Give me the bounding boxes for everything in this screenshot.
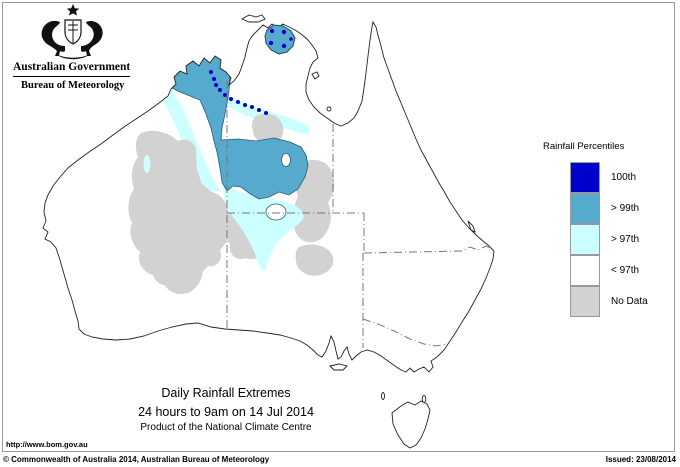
king-island xyxy=(381,392,385,400)
rainfall-region-darwin-pocket xyxy=(264,24,296,55)
map-subtitle-period: 24 hours to 9am on 14 Jul 2014 xyxy=(138,405,314,419)
rainfall-percentiles-legend: 100th > 99th > 97th < 97th No Data xyxy=(570,162,648,317)
copyright-notice: © Commonwealth of Australia 2014, Austra… xyxy=(3,455,270,464)
flinders-island xyxy=(421,395,427,403)
legend-label: < 97th xyxy=(611,265,640,276)
government-title: Australian Government xyxy=(13,61,131,73)
groote-eylandt xyxy=(311,71,320,80)
legend-label: 100th xyxy=(611,172,637,183)
legend-label: No Data xyxy=(611,296,648,307)
legend-label: > 97th xyxy=(611,234,640,245)
map-frame xyxy=(2,2,675,452)
rainfall-region-100th-kimberley-dots xyxy=(209,70,268,115)
map-title-block: Daily Rainfall Extremes 24 hours to 9am … xyxy=(0,386,452,433)
issued-date: Issued: 23/08/2014 xyxy=(605,455,676,464)
legend-swatch-gt97th xyxy=(570,223,600,255)
kangaroo-island xyxy=(329,363,348,371)
state-borders xyxy=(226,80,493,348)
islands xyxy=(240,14,476,449)
legend-title: Rainfall Percentiles xyxy=(543,141,625,152)
rainfall-region-gt97th-south xyxy=(143,155,304,271)
map-title: Daily Rainfall Extremes xyxy=(161,386,291,400)
legend-swatch-no-data xyxy=(570,285,600,317)
tasmania-coastline xyxy=(391,400,431,449)
bom-url: http://www.bom.gov.au xyxy=(6,440,88,449)
mornington-island xyxy=(326,106,332,112)
legend-item-no-data: No Data xyxy=(570,285,648,317)
australia-coastline xyxy=(42,20,495,373)
border-qld-nsw xyxy=(363,245,493,254)
legend-item-gt99th: > 99th xyxy=(570,192,648,224)
rainfall-region-100th-darwin-dots xyxy=(268,28,293,49)
australian-coat-of-arms-icon xyxy=(41,4,103,60)
legend-swatch-100th xyxy=(570,162,600,193)
fraser-island xyxy=(467,220,476,233)
legend-swatch-lt97th xyxy=(570,254,600,286)
legend-label: > 99th xyxy=(611,203,640,214)
melville-island xyxy=(240,14,266,23)
map-subtitle-product: Product of the National Climate Centre xyxy=(140,422,312,433)
legend-item-100th: 100th xyxy=(570,162,648,193)
border-nsw-vic xyxy=(362,318,448,347)
legend-item-gt97th: > 97th xyxy=(570,223,648,255)
legend-swatch-gt99th xyxy=(570,192,600,224)
bureau-title: Bureau of Meteorology xyxy=(21,80,125,91)
rainfall-holes-lt97th xyxy=(265,153,291,221)
logo-divider xyxy=(13,76,130,77)
legend-item-lt97th: < 97th xyxy=(570,254,648,286)
